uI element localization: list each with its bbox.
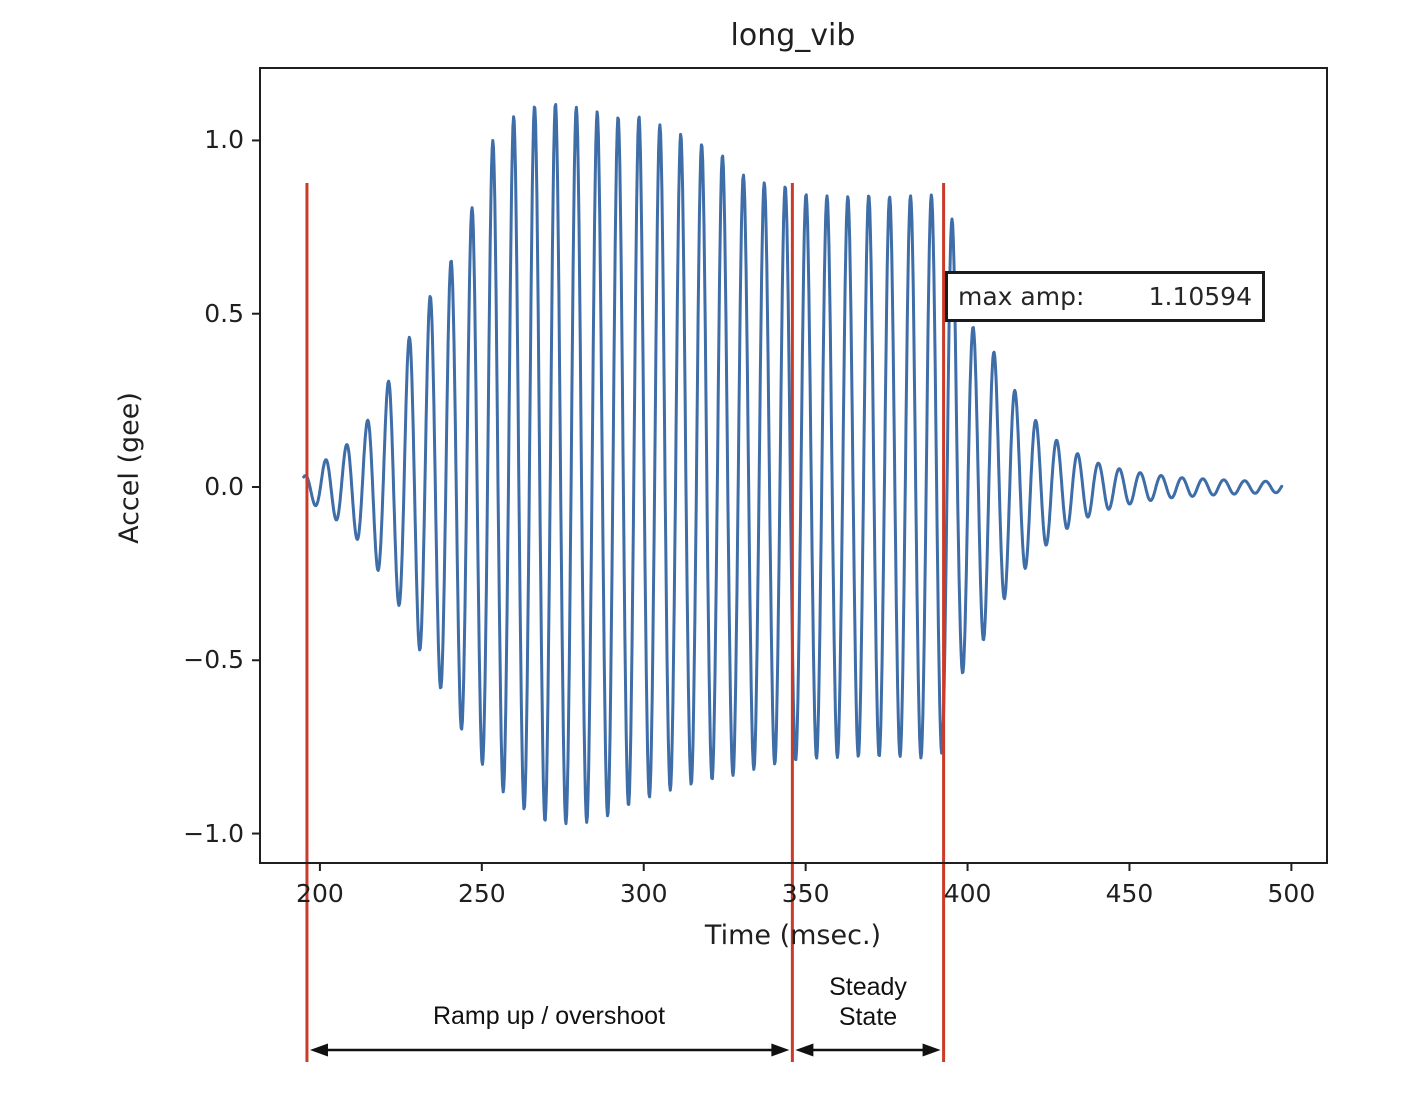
region-arrowhead-left-1 xyxy=(795,1043,814,1057)
y-tick-label: 0.5 xyxy=(204,298,244,328)
x-tick-label: 400 xyxy=(943,879,992,908)
x-tick-label: 200 xyxy=(296,879,344,908)
y-tick-label: −1.0 xyxy=(183,818,244,848)
x-axis-label: Time (msec.) xyxy=(704,920,882,951)
region-arrowhead-right-1 xyxy=(922,1043,941,1057)
region-arrowhead-right-0 xyxy=(771,1043,790,1057)
max-amp-label: max amp: xyxy=(958,282,1085,311)
max-amp-value: 1.10594 xyxy=(1148,282,1252,311)
chart-title: long_vib xyxy=(730,18,856,53)
axes-spines xyxy=(259,67,1328,864)
y-tick-label: −0.5 xyxy=(183,645,244,675)
x-tick-label: 450 xyxy=(1105,879,1154,908)
x-tick-label: 250 xyxy=(457,879,506,908)
annotation-steady-state: Steady State xyxy=(829,973,907,1031)
max-amp-box: max amp: 1.10594 xyxy=(945,271,1265,322)
y-axis-label: Accel (gee) xyxy=(114,392,145,544)
x-tick-label: 500 xyxy=(1267,879,1316,908)
x-tick-label: 350 xyxy=(781,879,830,908)
x-tick-label: 300 xyxy=(619,879,668,908)
y-tick-label: 1.0 xyxy=(204,125,244,155)
annotation-ramp-up-overshoot: Ramp up / overshoot xyxy=(432,1002,666,1030)
y-tick-label: 0.0 xyxy=(204,471,244,501)
region-arrowhead-left-0 xyxy=(309,1043,328,1057)
